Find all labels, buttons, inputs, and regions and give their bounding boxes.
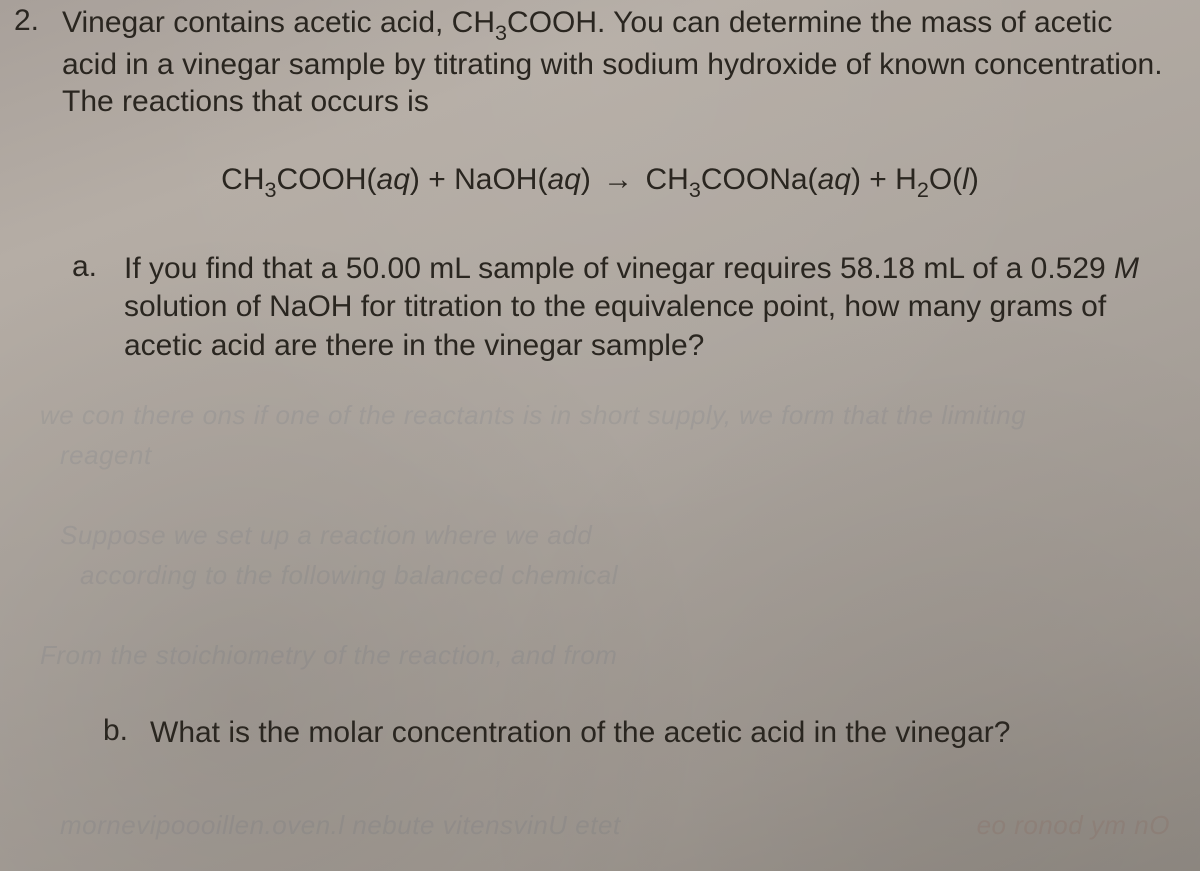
part-b-body: What is the molar concentration of the a… [150,714,1180,752]
ghost-text: mornevipoooillen.oven.l nebute vitensvin… [60,810,621,841]
eq-plus2: + [861,163,895,196]
part-a-line2: solution of NaOH for titration to the eq… [124,290,1106,323]
question-number: 2. [14,4,39,38]
eq-lhs1a: CH [221,163,264,196]
prompt-line2: acid in a vinegar sample by titrating wi… [62,48,1163,81]
part-a-line3: acetic acid are there in the vinegar sam… [124,329,704,362]
ghost-text: reagent [60,440,152,471]
prompt-line1a: Vinegar contains acetic acid, CH [62,6,495,39]
eq-rhs1a: CH [646,163,689,196]
eq-rhs1sub: 3 [689,177,701,202]
eq-rhs2state: l [962,163,969,196]
prompt-line3: The reactions that occurs is [62,85,429,118]
eq-lhs1sub: 3 [265,177,277,202]
part-a-letter: a. [72,250,97,284]
eq-lhs1b: COOH( [277,163,377,196]
ghost-text: eo ronod ym nO [977,810,1170,841]
prompt-sub1: 3 [495,20,507,45]
eq-lhs2state: aq [547,163,580,196]
question-prompt: Vinegar contains acetic acid, CH3COOH. Y… [62,4,1192,121]
worksheet-page: 2. Vinegar contains acetic acid, CH3COOH… [0,0,1200,871]
part-a-M: M [1114,252,1139,285]
ghost-text: according to the following balanced chem… [80,560,618,591]
prompt-line1b: COOH. You can determine the mass of acet… [507,6,1112,39]
eq-rhs1c: ) [851,163,861,196]
eq-rhs2sub: 2 [917,177,929,202]
part-a-line1a: If you find that a 50.00 mL sample of vi… [124,252,1114,285]
part-b-letter: b. [103,714,128,748]
eq-rhs2a: H [895,163,917,196]
ghost-text: Suppose we set up a reaction where we ad… [60,520,592,551]
eq-rhs1b: COONa( [701,163,818,196]
eq-rhs2b: O( [929,163,962,196]
part-a-body: If you find that a 50.00 mL sample of vi… [124,250,1180,365]
eq-rhs1state: aq [818,163,851,196]
part-b-text: What is the molar concentration of the a… [150,716,1010,749]
eq-lhs2a: NaOH( [454,163,547,196]
eq-rhs2c: ) [969,163,979,196]
reaction-equation: CH3COOH(aq) + NaOH(aq) → CH3COONa(aq) + … [0,163,1200,202]
eq-lhs1c: ) [410,163,420,196]
eq-arrow: → [599,163,637,196]
eq-lhs2b: ) [581,163,591,196]
ghost-text: we con there ons if one of the reactants… [40,400,1026,431]
ghost-text: From the stoichiometry of the reaction, … [40,640,617,671]
eq-lhs1state: aq [377,163,410,196]
eq-plus1: + [420,163,454,196]
